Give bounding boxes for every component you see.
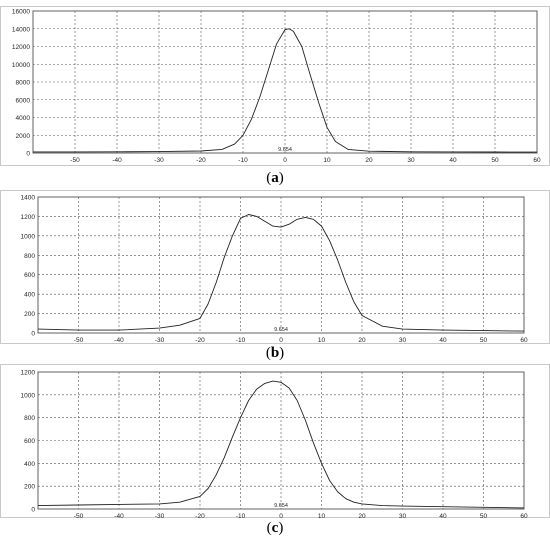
chart-a-xtick-label: -50 bbox=[70, 157, 80, 164]
chart-b-xtick-label: 60 bbox=[520, 337, 528, 344]
chart-c-ytick-label: 1000 bbox=[21, 392, 36, 399]
chart-a-ytick-label: 16000 bbox=[12, 9, 30, 16]
chart-a-ytick-label: 2000 bbox=[16, 133, 31, 140]
chart-c-series-line bbox=[37, 380, 525, 509]
chart-b-ytick-label: 1200 bbox=[21, 214, 36, 221]
chart-c-ytick-label: 200 bbox=[24, 484, 35, 491]
caption-a-label: a bbox=[271, 170, 279, 186]
chart-b-xtick-label: -20 bbox=[195, 337, 205, 344]
caption-b-close: ) bbox=[279, 345, 285, 361]
caption-c-close: ) bbox=[278, 520, 284, 536]
chart-b-xtick-label: -40 bbox=[114, 337, 124, 344]
chart-b-xtick-label: 20 bbox=[358, 337, 366, 344]
chart-a-xtick-label: -40 bbox=[112, 157, 122, 164]
chart-b-ytick-label: 800 bbox=[24, 253, 35, 260]
chart-b-xtick-label: -30 bbox=[155, 337, 165, 344]
chart-a-xtick-label: 0 bbox=[283, 157, 287, 164]
chart-c-ytick-label: 400 bbox=[24, 461, 35, 468]
chart-b-xtick-label: -50 bbox=[74, 337, 84, 344]
chart-b-ytick-label: 1400 bbox=[21, 195, 36, 202]
caption-a: (a) bbox=[0, 170, 550, 187]
chart-c-xtick-label: 30 bbox=[399, 513, 407, 518]
chart-b-ytick-label: 1000 bbox=[21, 233, 36, 240]
chart-a-annotation: 9.654 bbox=[278, 147, 292, 153]
caption-b-open: ( bbox=[265, 345, 271, 361]
chart-a-xtick-label: -20 bbox=[196, 157, 206, 164]
chart-b-ytick-label: 0 bbox=[31, 331, 35, 338]
chart-b-annotation: 9.654 bbox=[274, 327, 288, 333]
chart-a-xtick-label: -30 bbox=[154, 157, 164, 164]
chart-b-ytick-label: 600 bbox=[24, 272, 35, 279]
caption-b: (b) bbox=[0, 345, 550, 362]
chart-b-ytick-label: 400 bbox=[24, 292, 35, 299]
chart-panel-a: 0 2000 4000 6000 8000 10000 12000 14000 16000 -50… bbox=[0, 6, 550, 166]
chart-b-xtick-label: 40 bbox=[439, 337, 447, 344]
chart-c-xtick-label: -50 bbox=[74, 513, 84, 518]
chart-b-ytick-label: 200 bbox=[24, 311, 35, 318]
chart-a-ytick-label: 6000 bbox=[16, 97, 31, 104]
chart-c-ytick-label: 0 bbox=[31, 507, 35, 514]
chart-b-xtick-label: -10 bbox=[236, 337, 246, 344]
chart-c-ytick-label: 800 bbox=[24, 415, 35, 422]
chart-c-xtick-label: 0 bbox=[279, 513, 283, 518]
chart-c-xtick-label: 10 bbox=[318, 513, 326, 518]
chart-b-xtick-label: 30 bbox=[399, 337, 407, 344]
chart-panel-b: 0 200 400 600 800 1000 1200 1400 -50 -40 -30 -20 -10… bbox=[0, 190, 550, 344]
chart-c-xtick-label: -10 bbox=[236, 513, 246, 518]
chart-a-xtick-label: 50 bbox=[491, 157, 499, 164]
chart-a-ytick-label: 14000 bbox=[12, 26, 30, 33]
chart-c-xtick-label: 60 bbox=[520, 513, 528, 518]
chart-a-ytick-label: 4000 bbox=[16, 115, 31, 122]
caption-b-label: b bbox=[270, 345, 280, 361]
chart-b-xtick-label: 50 bbox=[480, 337, 488, 344]
caption-c-open: ( bbox=[266, 520, 272, 536]
chart-a-ytick-label: 8000 bbox=[16, 80, 31, 87]
chart-c-xtick-label: -40 bbox=[114, 513, 124, 518]
chart-c-annotation: 9.654 bbox=[274, 503, 288, 509]
chart-a-ytick-label: 12000 bbox=[12, 44, 30, 51]
chart-c-xtick-label: 40 bbox=[439, 513, 447, 518]
chart-b-xtick-label: 10 bbox=[318, 337, 326, 344]
caption-a-close: ) bbox=[278, 170, 284, 186]
chart-c-xtick-label: -20 bbox=[195, 513, 205, 518]
chart-a-series-line bbox=[33, 28, 538, 153]
chart-c-xtick-label: -30 bbox=[155, 513, 165, 518]
caption-a-open: ( bbox=[266, 170, 272, 186]
chart-a-xtick-label: 20 bbox=[365, 157, 373, 164]
chart-c-ytick-label: 1200 bbox=[21, 370, 36, 377]
chart-c-ytick-label: 600 bbox=[24, 438, 35, 445]
chart-c-xtick-label: 20 bbox=[358, 513, 366, 518]
chart-b-xtick-label: 0 bbox=[279, 337, 283, 344]
chart-c-xtick-label: 50 bbox=[480, 513, 488, 518]
chart-a-ytick-label: 10000 bbox=[12, 62, 30, 69]
chart-a-xtick-label: 30 bbox=[407, 157, 415, 164]
chart-a-xtick-label: 10 bbox=[323, 157, 331, 164]
chart-a: 0 2000 4000 6000 8000 10000 12000 14000 16000 -50… bbox=[0, 6, 550, 166]
chart-c: 0 200 400 600 800 1000 1200 -50 -40 -30 -20 -10 0 10 2… bbox=[0, 364, 550, 518]
chart-a-xtick-label: -10 bbox=[238, 157, 248, 164]
chart-a-xtick-label: 60 bbox=[533, 157, 541, 164]
chart-panel-c: 0 200 400 600 800 1000 1200 -50 -40 -30 -20 -10 0 10 2… bbox=[0, 364, 550, 518]
caption-c: (c) bbox=[0, 520, 550, 537]
chart-a-xtick-label: 40 bbox=[449, 157, 457, 164]
chart-b-series-line bbox=[37, 214, 525, 332]
chart-a-ytick-label: 0 bbox=[26, 151, 30, 158]
caption-c-label: c bbox=[271, 520, 279, 536]
